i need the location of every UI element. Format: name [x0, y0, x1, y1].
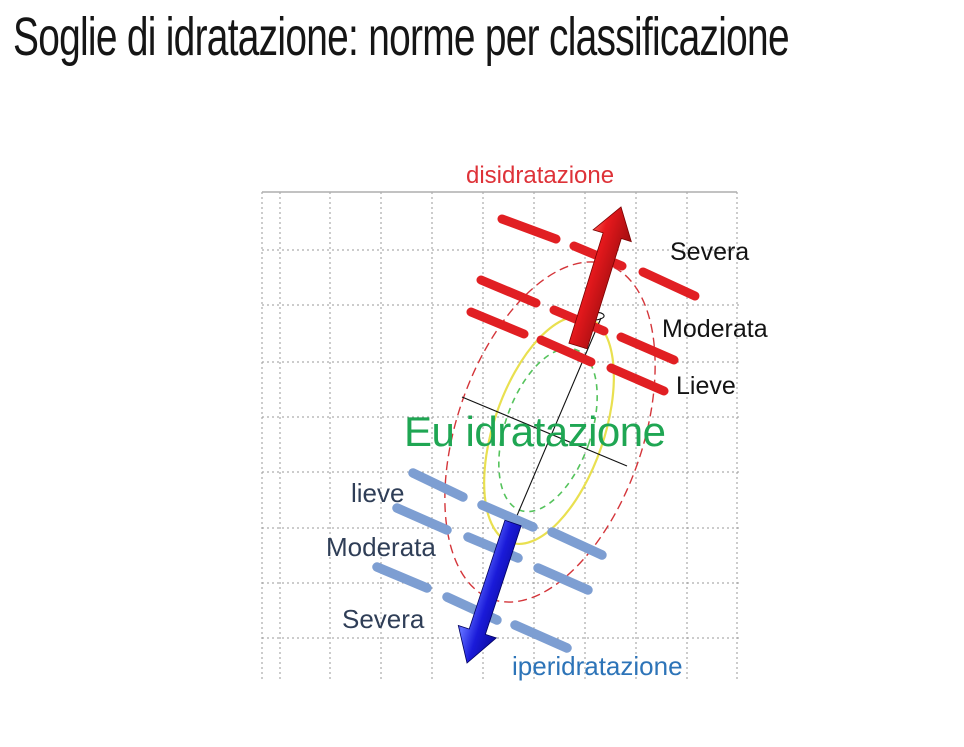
- dehydration-thresholds: [466, 214, 700, 396]
- euhydration-label: Eu idratazione: [404, 408, 666, 455]
- grid: [261, 192, 740, 682]
- overhydration-level-lieve-label: lieve: [351, 478, 405, 508]
- inner-zone-ellipse: [498, 347, 598, 513]
- dehydration-arrow: [568, 206, 632, 350]
- dehydration-label: disidratazione: [466, 162, 615, 189]
- threshold-overhydration-lieve: [408, 468, 607, 560]
- dehydration-level-severa-label: Severa: [670, 238, 750, 266]
- dehydration-level-lieve-label: Lieve: [676, 372, 736, 400]
- dehydration-level-moderata-label: Moderata: [662, 315, 768, 343]
- overhydration-level-severa-label: Severa: [342, 604, 425, 634]
- overhydration-arrow: [457, 519, 522, 664]
- threshold-dehydration-lieve: [466, 307, 669, 396]
- main-axis-line: [512, 317, 602, 526]
- page-title: Soglie di idratazione: norme per classif…: [13, 7, 790, 67]
- overhydration-level-moderata-label: Moderata: [326, 532, 436, 562]
- overhydration-label: iperidratazione: [512, 651, 683, 681]
- perpendicular-axis-line: [461, 396, 628, 467]
